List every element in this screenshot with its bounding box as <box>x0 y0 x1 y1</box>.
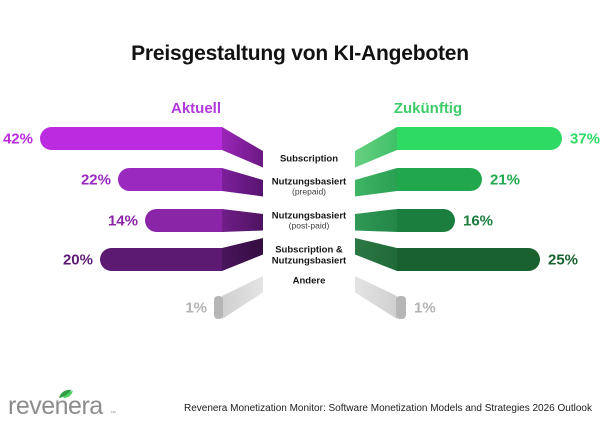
value-label-zukuenftig-2: 16% <box>463 212 494 229</box>
bar-aktuell-3 <box>100 248 222 271</box>
category-label-0: Subscription <box>279 153 339 165</box>
bar-zukuenftig-0 <box>397 127 562 150</box>
bar-aktuell-2 <box>145 209 222 233</box>
category-label-3: Subscription & Nutzungsbasiert <box>271 244 347 267</box>
value-label-aktuell-3: 20% <box>62 251 93 268</box>
bar-aktuell-4 <box>214 296 223 319</box>
value-label-zukuenftig-0: 37% <box>570 130 600 147</box>
leaf-icon <box>59 389 73 398</box>
value-label-zukuenftig-4: 1% <box>414 299 436 316</box>
category-label-2: Nutzungsbasiert (post-paid) <box>271 210 347 231</box>
logo-wordmark: revenera <box>8 392 103 420</box>
bar-fold-zukuenftig-2 <box>355 209 397 232</box>
bar-fold-aktuell-4 <box>222 276 263 319</box>
category-label-4: Andere <box>292 275 326 287</box>
bar-aktuell-1 <box>118 168 222 191</box>
bar-fold-aktuell-0 <box>222 127 263 168</box>
bar-zukuenftig-2 <box>397 209 456 233</box>
revenera-logo: revenera ™ <box>8 386 123 425</box>
bar-zukuenftig-3 <box>397 248 540 271</box>
bar-fold-zukuenftig-4 <box>355 276 397 319</box>
bar-fold-zukuenftig-0 <box>355 127 397 168</box>
value-label-zukuenftig-1: 21% <box>490 171 521 188</box>
bar-aktuell-0 <box>40 127 222 150</box>
bar-fold-aktuell-3 <box>222 238 263 271</box>
bar-fold-aktuell-2 <box>222 209 263 232</box>
value-label-zukuenftig-3: 25% <box>548 251 579 268</box>
source-attribution: Revenera Monetization Monitor: Software … <box>183 403 592 414</box>
bar-fold-aktuell-1 <box>222 168 263 197</box>
value-label-aktuell-4: 1% <box>185 299 207 316</box>
value-label-aktuell-1: 22% <box>80 171 111 188</box>
value-label-aktuell-2: 14% <box>107 212 138 229</box>
bar-zukuenftig-1 <box>397 168 482 191</box>
chart-title: Preisgestaltung von KI-Angeboten <box>131 42 469 65</box>
category-label-1: Nutzungsbasiert (prepaid) <box>271 176 347 197</box>
bar-fold-zukuenftig-3 <box>355 238 397 271</box>
legend-zukuenftig-label: Zukünftig <box>393 100 463 117</box>
value-label-aktuell-0: 42% <box>2 130 33 147</box>
legend-aktuell: Aktuell <box>111 100 281 117</box>
legend-zukuenftig: Zukünftig <box>343 100 513 117</box>
bar-zukuenftig-4 <box>396 296 406 319</box>
revenera-logo-svg: revenera ™ <box>8 389 116 420</box>
legend-aktuell-label: Aktuell <box>170 100 221 117</box>
trademark-symbol: ™ <box>110 410 116 417</box>
bar-fold-zukuenftig-1 <box>355 168 397 197</box>
